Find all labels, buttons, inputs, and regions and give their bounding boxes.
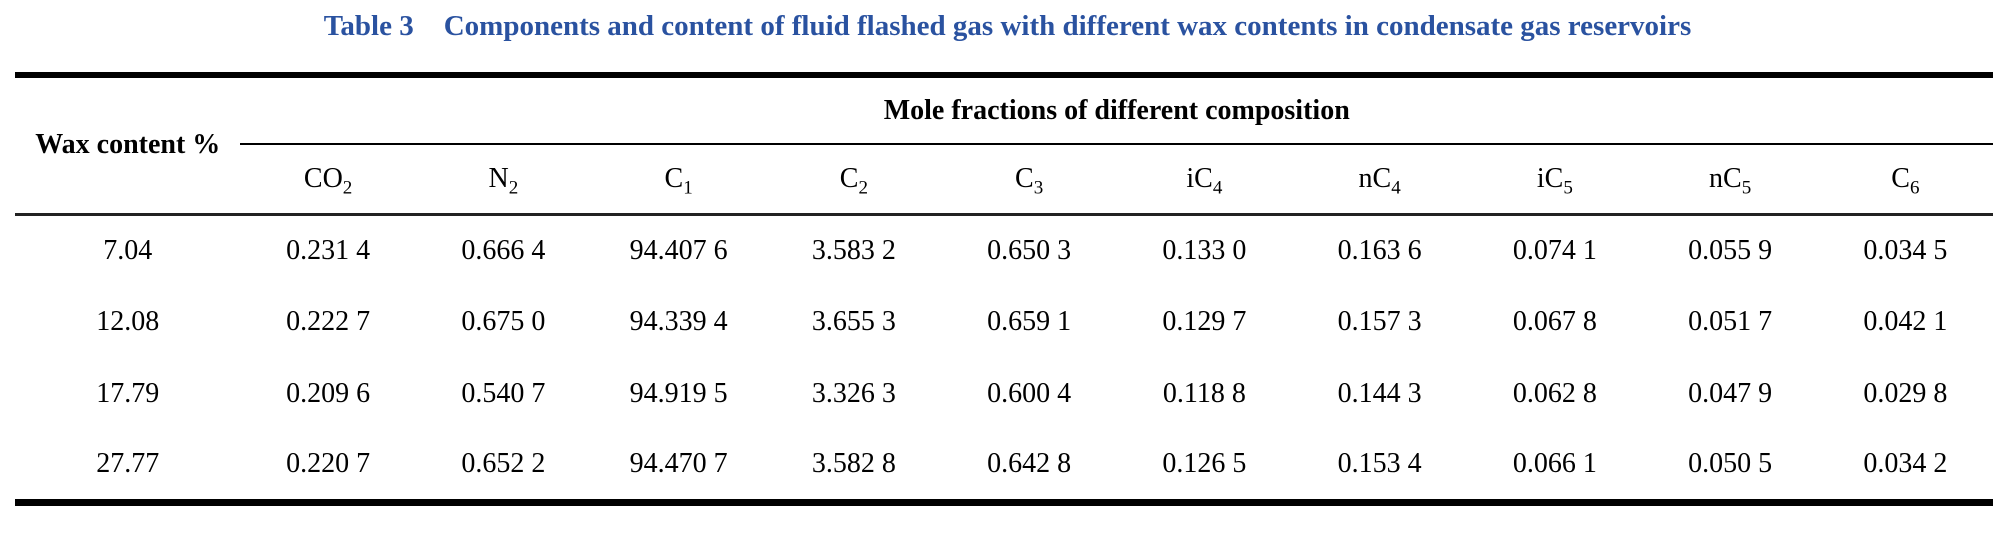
column-header-base: N [488,162,509,194]
cell: 3.583 2 [811,234,896,266]
column-header-subscript: 5 [1741,177,1752,199]
cell: 0.042 1 [1863,306,1948,337]
table-row: 12.08 0.222 7 0.675 0 94.339 4 3.655 3 0… [15,286,1993,358]
column-header-base: CO [303,162,343,194]
column-header-c2: C2 [766,144,942,216]
cell: 94.919 5 [629,378,728,409]
column-header-subscript: 2 [342,177,353,199]
column-header-subscript: 6 [1909,177,1920,199]
cell: 0.034 2 [1863,448,1948,480]
table-caption: Table 3 Components and content of fluid f… [0,0,2015,72]
column-header-base: nC [1709,162,1742,194]
table-row: 7.04 0.231 4 0.666 4 94.407 6 3.583 2 0.… [15,214,1993,286]
wax-content-header: Wax content % [15,75,241,216]
group-header-row: Wax content % Mole fractions of differen… [15,75,1993,216]
column-header-ic5: iC5 [1467,144,1643,216]
table-caption-label: Table 3 [323,10,414,42]
column-header-base: iC [1536,162,1564,194]
column-header-base: C [664,162,684,194]
cell: 0.157 3 [1337,306,1422,337]
column-header-subscript: 2 [508,177,519,199]
column-header-subscript: 4 [1212,177,1223,199]
cell: 0.133 0 [1162,234,1247,266]
column-header-base: iC [1186,162,1213,194]
cell: 0.144 3 [1337,378,1422,409]
table-row: 27.77 0.220 7 0.652 2 94.470 7 3.582 8 0… [15,430,1993,502]
column-header-c3: C3 [941,144,1117,216]
wax-content-value: 17.79 [96,378,160,409]
cell: 0.051 7 [1688,306,1773,337]
cell: 0.055 9 [1688,234,1773,266]
column-header-ic4: iC4 [1116,144,1292,216]
component-header-row: CO2 N2 C1 C2 C3 iC4 nC4 iC5 nC5 C6 [15,144,1993,216]
column-header-subscript: 2 [858,177,868,199]
cell: 0.659 1 [987,306,1072,337]
table-row: 17.79 0.209 6 0.540 7 94.919 5 3.326 3 0… [15,358,1993,430]
cell: 94.470 7 [629,448,728,480]
cell: 94.407 6 [629,234,728,266]
cell: 0.074 1 [1512,234,1597,266]
cell: 0.153 4 [1337,448,1422,480]
cell: 0.029 8 [1863,378,1948,409]
cell: 0.163 6 [1337,234,1422,266]
column-header-subscript: 5 [1563,177,1573,199]
cell: 0.126 5 [1162,448,1247,480]
cell: 0.666 4 [461,234,546,266]
cell: 0.118 8 [1162,378,1246,409]
mole-fractions-group-header: Mole fractions of different composition [240,75,1993,145]
column-header-base: C [1015,162,1034,194]
column-header-subscript: 1 [683,177,693,199]
column-header-c6: C6 [1817,144,1993,216]
wax-content-value: 27.77 [96,448,160,480]
cell: 0.220 7 [286,448,371,480]
table-caption-text: Components and content of fluid flashed … [443,10,1692,42]
cell: 0.222 7 [286,306,371,337]
cell: 3.655 3 [811,306,896,337]
column-header-c1: C1 [590,144,767,216]
cell: 3.582 8 [811,448,896,480]
cell: 0.642 8 [987,448,1072,480]
cell: 0.047 9 [1688,378,1773,409]
cell: 0.067 8 [1512,306,1597,337]
column-header-base: C [839,162,859,194]
cell: 0.129 7 [1162,306,1247,337]
column-header-nc4: nC4 [1291,144,1468,216]
cell: 3.326 3 [811,378,896,409]
cell: 0.652 2 [461,448,546,480]
cell: 0.675 0 [461,306,546,337]
cell: 0.650 3 [987,234,1072,266]
cell: 0.600 4 [987,378,1072,409]
cell: 0.231 4 [286,234,371,266]
cell: 0.062 8 [1512,378,1597,409]
column-header-subscript: 4 [1391,177,1401,199]
cell: 94.339 4 [629,306,728,337]
cell: 0.050 5 [1688,448,1773,480]
cell: 0.066 1 [1512,448,1597,480]
cell: 0.209 6 [286,378,371,409]
column-header-base: nC [1358,162,1392,194]
column-header-nc5: nC5 [1642,144,1818,216]
wax-content-value: 7.04 [103,234,153,266]
column-header-subscript: 3 [1033,177,1044,199]
components-table: Wax content % Mole fractions of differen… [15,72,1993,506]
cell: 0.034 5 [1863,234,1948,266]
column-header-n2: N2 [415,144,591,216]
column-header-base: C [1891,162,1910,194]
column-header-co2: CO2 [240,144,416,216]
cell: 0.540 7 [461,378,546,409]
wax-content-value: 12.08 [96,306,160,337]
